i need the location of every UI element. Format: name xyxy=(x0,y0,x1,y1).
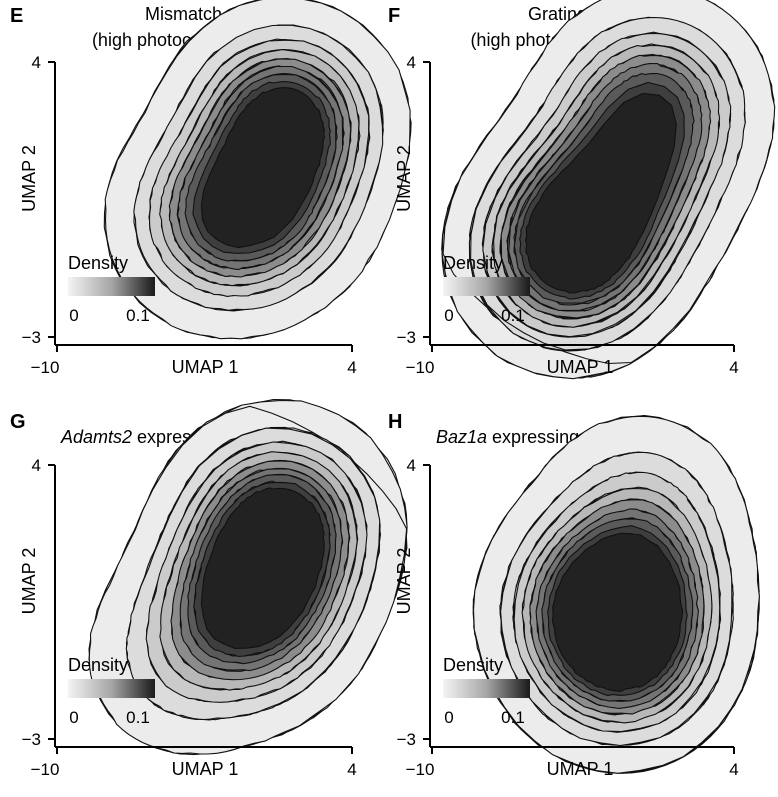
y-tick-label-min: −3 xyxy=(22,730,41,749)
legend-colorbar xyxy=(68,679,155,698)
legend-title: Density xyxy=(68,253,128,273)
panel-title-line-1: Mismatch xyxy=(145,4,222,24)
density-contour xyxy=(551,532,684,692)
legend-min-label: 0 xyxy=(69,708,78,727)
y-tick-label-min: −3 xyxy=(397,328,416,347)
legend-colorbar xyxy=(443,277,530,296)
panel-label: G xyxy=(10,411,26,433)
legend-max-label: 0.1 xyxy=(126,708,150,727)
legend-min-label: 0 xyxy=(69,306,78,325)
density-contour xyxy=(524,92,677,294)
y-axis-label: UMAP 2 xyxy=(394,548,414,615)
y-tick-label-max: 4 xyxy=(32,456,41,475)
x-tick-label-min: −10 xyxy=(406,760,435,779)
x-tick-label-max: 4 xyxy=(729,760,738,779)
y-tick-label-min: −3 xyxy=(397,730,416,749)
y-axis-label: UMAP 2 xyxy=(19,548,39,615)
legend-title: Density xyxy=(443,655,503,675)
x-axis-label: UMAP 1 xyxy=(172,759,239,779)
legend-min-label: 0 xyxy=(444,306,453,325)
legend-colorbar xyxy=(443,679,530,698)
y-tick-label-max: 4 xyxy=(407,53,416,72)
x-tick-label-min: −10 xyxy=(406,358,435,377)
x-tick-label-max: 4 xyxy=(347,760,356,779)
density-contour xyxy=(200,87,326,249)
legend-max-label: 0.1 xyxy=(501,708,525,727)
legend-colorbar xyxy=(68,277,155,296)
y-axis-label: UMAP 2 xyxy=(19,145,39,212)
x-tick-label-min: −10 xyxy=(31,760,60,779)
panel-label: H xyxy=(388,411,402,433)
x-axis-label: UMAP 1 xyxy=(547,759,614,779)
x-tick-label-min: −10 xyxy=(31,358,60,377)
legend-max-label: 0.1 xyxy=(501,306,525,325)
legend-title: Density xyxy=(443,253,503,273)
y-tick-label-min: −3 xyxy=(22,328,41,347)
x-tick-label-max: 4 xyxy=(347,358,356,377)
y-tick-label-max: 4 xyxy=(32,53,41,72)
legend-title: Density xyxy=(68,655,128,675)
legend-max-label: 0.1 xyxy=(126,306,150,325)
x-axis-label: UMAP 1 xyxy=(547,357,614,377)
chart-panel-e: E Mismatch(high photoconversion)4−3−10 4UM… xyxy=(10,0,412,377)
density-contour xyxy=(200,487,325,650)
legend-min-label: 0 xyxy=(444,708,453,727)
panel-label: F xyxy=(388,5,400,27)
x-tick-label-max: 4 xyxy=(729,358,738,377)
y-tick-label-max: 4 xyxy=(407,456,416,475)
y-axis-label: UMAP 2 xyxy=(394,145,414,212)
panel-label: E xyxy=(10,5,23,27)
x-axis-label: UMAP 1 xyxy=(172,357,239,377)
